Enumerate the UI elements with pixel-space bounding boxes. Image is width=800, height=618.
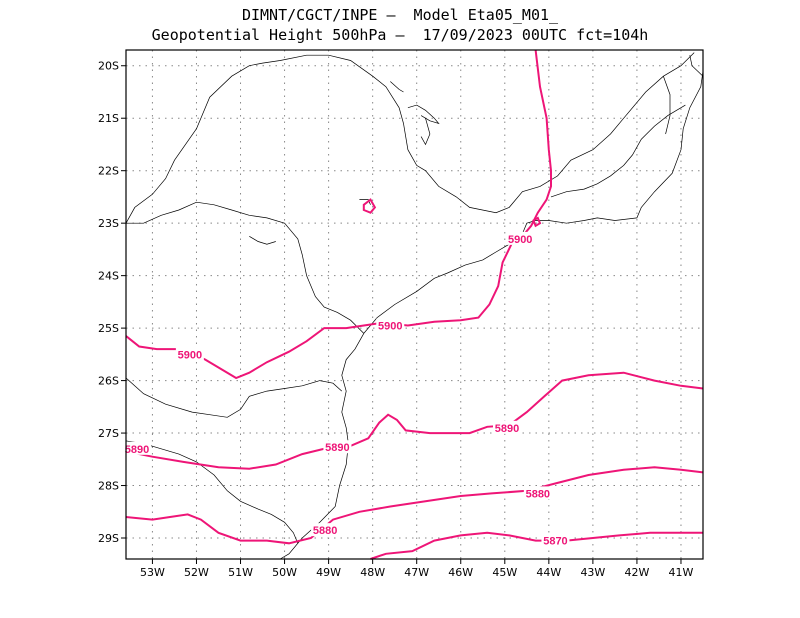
lon-tick-label: 48W [360, 566, 385, 579]
border-line [550, 104, 686, 198]
lon-tick-label: 52W [184, 566, 209, 579]
map-frame [125, 49, 704, 560]
lon-tick-label: 45W [492, 566, 517, 579]
lon-tick-label: 49W [316, 566, 341, 579]
contour-label-bg [123, 441, 152, 455]
lon-tick-label: 41W [669, 566, 694, 579]
contour-label: 5900 [178, 349, 202, 361]
lake-outline [249, 235, 276, 245]
contour-label-bg [323, 440, 352, 454]
border-line [125, 52, 695, 224]
lon-tick-label: 53W [140, 566, 165, 579]
lat-tick-label: 20S [98, 60, 119, 73]
lon-tick-label: 47W [404, 566, 429, 579]
border-line [689, 55, 704, 77]
contour-label: 5890 [495, 423, 519, 435]
border-line [125, 440, 299, 544]
lat-tick-label: 21S [98, 112, 119, 125]
border-line [663, 76, 671, 135]
contour-label-bg [175, 347, 204, 361]
border-line [126, 201, 365, 334]
lake-outline [407, 104, 440, 125]
coastlines [125, 52, 704, 560]
lat-tick-label: 26S [98, 375, 119, 388]
contour-label-bg [523, 486, 552, 500]
contour-label-bg [376, 318, 405, 332]
contour-label: 5890 [125, 444, 149, 456]
contour-label: 5880 [313, 525, 337, 537]
lon-tick-label: 42W [624, 566, 649, 579]
contour-label: 5900 [508, 234, 532, 246]
contour-label-bg [506, 231, 535, 245]
height-contours [125, 49, 704, 560]
contour-label: 5870 [543, 536, 567, 548]
contour-5900 [125, 49, 552, 380]
lon-tick-label: 50W [272, 566, 297, 579]
axis-ticks: 20S 21S 22S 23S 24S 25S 26S 27S 28S 29S 53W 52W 51W 5… [98, 60, 694, 579]
contour-label: 5880 [526, 488, 550, 500]
lat-tick-label: 24S [98, 270, 119, 283]
border-line [125, 377, 343, 418]
contour-label: 5890 [325, 442, 349, 454]
lat-tick-label: 29S [98, 532, 119, 545]
closed-contour-5900 [362, 198, 377, 214]
contour-5880 [125, 466, 704, 545]
lon-tick-label: 46W [448, 566, 473, 579]
contour-5890 [125, 371, 704, 470]
border-line [363, 70, 704, 334]
lon-tick-label: 43W [580, 566, 605, 579]
contour-labels: 5900 5900 5900 5890 5890 5890 5880 5880 5870 [123, 231, 570, 548]
lake-outline [390, 81, 404, 93]
lat-tick-label: 25S [98, 322, 119, 335]
lake-outline [359, 199, 371, 205]
contour-label-bg [311, 523, 340, 537]
lon-tick-label: 44W [536, 566, 561, 579]
chart-title-line-2: Geopotential Height 500hPa – 17/09/2023 … [151, 26, 649, 44]
lat-tick-label: 22S [98, 165, 119, 178]
contour-5870 [370, 531, 703, 560]
lat-tick-label: 28S [98, 480, 119, 493]
lon-tick-label: 51W [228, 566, 253, 579]
lat-tick-label: 27S [98, 427, 119, 440]
contour-label-bg [492, 420, 521, 434]
contour-label: 5900 [378, 320, 402, 332]
contour-label-bg [541, 533, 570, 547]
closed-contour-5900 [532, 216, 542, 228]
gridlines [126, 50, 703, 559]
chart-title-line-1: DIMNT/CGCT/INPE – Model Eta05_M01_ [241, 6, 559, 24]
lake-outline [420, 118, 431, 146]
lat-tick-label: 23S [98, 217, 119, 230]
